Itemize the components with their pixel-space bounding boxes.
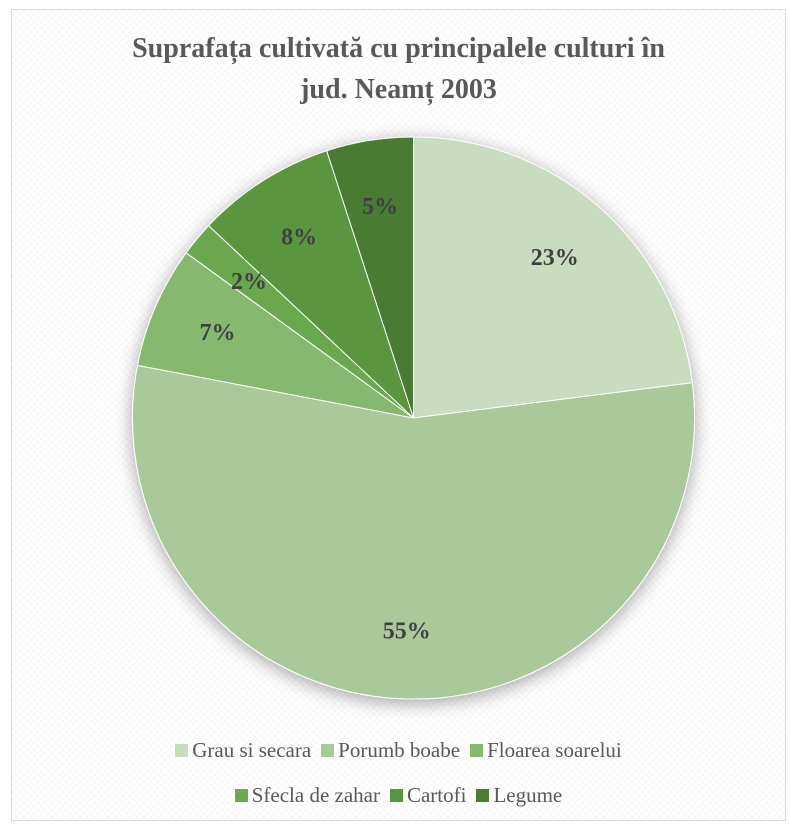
data-label: 7% — [200, 320, 236, 346]
legend-label: Cartofi — [406, 783, 467, 807]
legend-swatch — [470, 744, 484, 757]
legend-item: Cartofi — [389, 783, 467, 808]
pie-chart: 23% 55% 7% 2% 8% 5% — [132, 136, 695, 700]
legend-swatch — [234, 789, 248, 802]
data-label: 55% — [383, 618, 431, 644]
pie-slice-cartofi — [207, 150, 414, 419]
legend-item: Floarea soarelui — [470, 738, 622, 763]
legend-row: Sfecla de zahar Cartofi Legume — [12, 783, 785, 808]
legend-label: Floarea soarelui — [487, 738, 622, 762]
legend-item: Porumb boabe — [321, 738, 460, 763]
chart-frame: Suprafața cultivată cu principalele cult… — [11, 9, 786, 821]
pie-slice-floarea-soarelui — [136, 252, 414, 419]
pie-slice-grau-si-secara — [413, 136, 693, 419]
legend-label: Grau si secara — [192, 738, 312, 762]
legend-item: Sfecla de zahar — [234, 783, 380, 808]
data-label: 2% — [231, 269, 267, 295]
data-label: 8% — [281, 225, 317, 251]
legend-row: Grau si secara Porumb boabe Floarea soarel… — [12, 738, 785, 763]
legend-label: Legume — [493, 783, 563, 807]
legend-item: Legume — [476, 783, 562, 808]
data-label: 5% — [362, 194, 398, 220]
pie-slice-porumb-boabe — [132, 364, 695, 700]
legend-swatch — [321, 744, 335, 757]
legend-swatch — [476, 789, 490, 802]
chart-title-line-2: jud. Neamț 2003 — [300, 74, 497, 105]
legend-label: Sfecla de zahar — [251, 783, 380, 807]
pie-slice-legume — [326, 136, 414, 419]
legend-label: Porumb boabe — [338, 738, 461, 762]
legend-swatch — [389, 789, 403, 802]
data-label: 23% — [531, 245, 579, 271]
legend-swatch — [175, 744, 189, 757]
chart-title-line-1: Suprafața cultivată cu principalele cult… — [132, 33, 665, 64]
legend-item: Grau si secara — [175, 738, 311, 763]
